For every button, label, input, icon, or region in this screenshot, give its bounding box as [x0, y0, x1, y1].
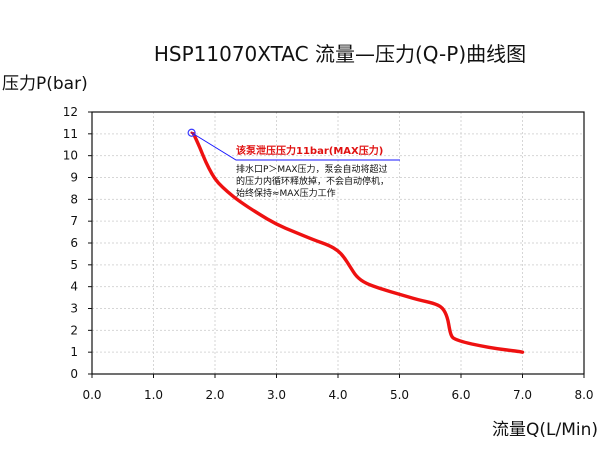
y-tick-label: 5 [70, 258, 78, 272]
x-ticks: 0.0 1.0 2.0 3.0 4.0 5.0 6.0 7.0 8.0 [82, 374, 594, 402]
y-tick-label: 7 [70, 214, 78, 228]
x-tick-label: 1.0 [144, 388, 163, 402]
annotation-leader-line [191, 132, 400, 161]
x-tick-label: 8.0 [574, 388, 593, 402]
series-layer [187, 128, 525, 354]
annotation-line-2: 的压力内循环释放掉，不会自动停机， [236, 175, 389, 187]
y-tick-label: 4 [70, 280, 78, 294]
x-tick-label: 6.0 [451, 388, 470, 402]
series-line [191, 132, 525, 354]
y-tick-label: 8 [70, 192, 78, 206]
y-tick-label: 11 [63, 127, 78, 141]
x-tick-label: 2.0 [205, 388, 224, 402]
annotation: 该泵泄压压力11bar(MAX压力) 排水口P＞MAX压力，泵会自动将超过 的压… [191, 132, 400, 199]
y-tick-label: 2 [70, 323, 78, 337]
x-tick-label: 0.0 [82, 388, 101, 402]
y-tick-label: 0 [70, 367, 78, 381]
x-axis-label: 流量Q(L/Min) [492, 420, 598, 440]
y-tick-label: 3 [70, 302, 78, 316]
x-tick-label: 4.0 [328, 388, 347, 402]
chart-title: HSP11070XTAC 流量—压力(Q-P)曲线图 [154, 42, 526, 66]
annotation-line-3: 始终保持≈MAX压力工作 [236, 187, 336, 199]
marker-ring [187, 128, 196, 137]
y-tick-label: 1 [70, 345, 78, 359]
annotation-line-1: 排水口P＞MAX压力，泵会自动将超过 [236, 163, 388, 175]
x-tick-label: 5.0 [390, 388, 409, 402]
x-tick-label: 3.0 [267, 388, 286, 402]
x-tick-label: 7.0 [513, 388, 532, 402]
annotation-title: 该泵泄压压力11bar(MAX压力) [236, 144, 383, 157]
grid [92, 112, 584, 374]
y-tick-label: 9 [70, 171, 78, 185]
y-axis-label: 压力P(bar) [2, 74, 88, 94]
y-tick-label: 6 [70, 236, 78, 250]
y-tick-label: 10 [63, 149, 78, 163]
y-tick-label: 12 [63, 105, 78, 119]
